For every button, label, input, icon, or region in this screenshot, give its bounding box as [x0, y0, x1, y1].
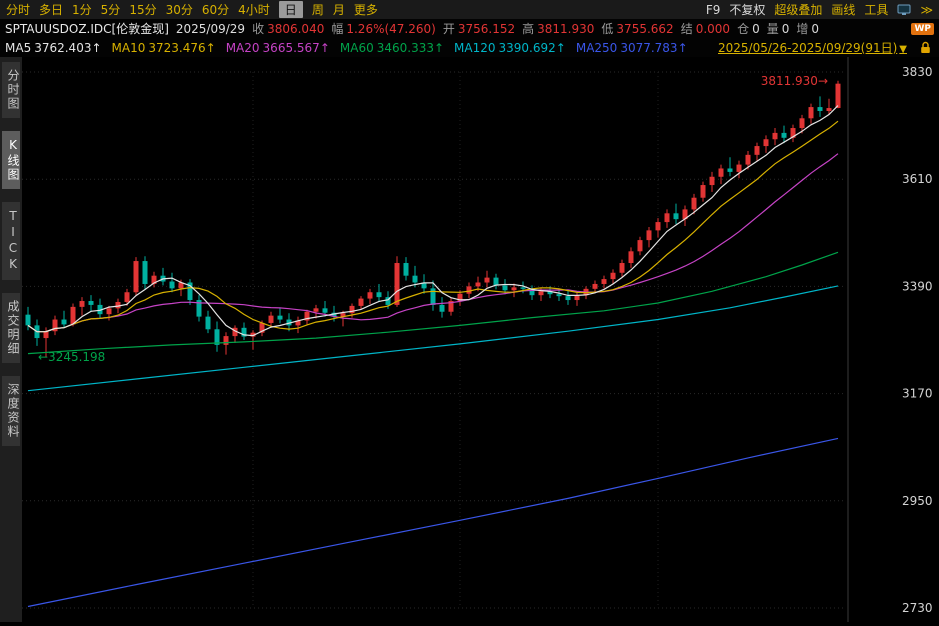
- chevron-down-icon: ▼: [899, 44, 907, 55]
- tab-monthly[interactable]: 月: [332, 3, 345, 17]
- ma5-legend: MA5 3762.403↑: [5, 40, 102, 55]
- field-high: 高 3811.930: [522, 22, 595, 36]
- ma120-legend: MA120 3390.692↑: [454, 40, 566, 55]
- y-axis-label: 2950: [902, 494, 933, 508]
- tab-4hour[interactable]: 4小时: [238, 3, 270, 17]
- field-settle: 结 0.000: [680, 22, 731, 36]
- ma-legend-bar: MA5 3762.403↑ MA10 3723.476↑ MA20 3665.567↑…: [0, 38, 939, 57]
- y-axis-label: 3830: [902, 65, 933, 79]
- y-axis-label: 3170: [902, 387, 933, 401]
- ma60-legend: MA60 3460.333↑: [339, 40, 445, 55]
- tab-60min[interactable]: 60分: [201, 3, 230, 17]
- ma10-legend: MA10 3723.476↑: [111, 40, 216, 55]
- tab-more[interactable]: 更多: [353, 3, 378, 17]
- quote-bar: SPTAUUSDOZ.IDC[伦敦金现] 2025/09/29 收 3806.04…: [0, 19, 939, 38]
- chart-area: 3811.930→ ←3245.198 3830 3610 3390 3170 2950 27…: [22, 57, 939, 622]
- draw-line-button[interactable]: 画线: [831, 3, 856, 17]
- y-axis-label: 3390: [902, 279, 933, 293]
- quote-date: 2025/09/29: [175, 21, 246, 36]
- no-adjust-button[interactable]: 不复权: [729, 3, 766, 17]
- field-change: 幅 1.26%(47.260): [331, 22, 436, 36]
- low-price-annotation: ←3245.198: [38, 350, 105, 364]
- field-close: 收 3806.040: [252, 22, 325, 36]
- high-price-annotation: 3811.930→: [761, 74, 828, 88]
- field-open: 开 3756.152: [442, 22, 516, 36]
- tools-button[interactable]: 工具: [864, 3, 889, 17]
- expand-toolbar-icon[interactable]: ≫: [920, 2, 933, 17]
- tab-15min[interactable]: 15分: [129, 3, 157, 17]
- date-range-dropdown[interactable]: 2025/05/26-2025/09/29(91日) ▼: [718, 41, 907, 55]
- wp-badge-icon[interactable]: WP: [911, 22, 934, 35]
- tab-weekly[interactable]: 周: [311, 3, 324, 17]
- super-overlay-button[interactable]: 超级叠加: [774, 3, 823, 17]
- tab-1min[interactable]: 1分: [72, 3, 92, 17]
- sidebar-item-kxiantu[interactable]: K线图: [2, 131, 20, 189]
- f9-button[interactable]: F9: [705, 2, 721, 17]
- sidebar-item-shendu[interactable]: 深度资料: [2, 376, 20, 446]
- chart-mode-sidebar: 分时图 K线图 TICK 成交明细 深度资料: [0, 57, 22, 622]
- sidebar-item-fenshitu[interactable]: 分时图: [2, 62, 20, 118]
- lock-icon[interactable]: [920, 41, 931, 54]
- ma250-legend: MA250 3077.783↑: [575, 40, 688, 55]
- sidebar-item-chengjiao[interactable]: 成交明细: [2, 293, 20, 363]
- sidebar-item-tick[interactable]: TICK: [2, 202, 20, 280]
- timeframe-toolbar: 分时 多日 1分 5分 15分 30分 60分 4小时 日 周 月 更多 F9 …: [0, 0, 939, 19]
- field-low: 低 3755.662: [601, 22, 674, 36]
- y-axis-label: 2730: [902, 601, 933, 615]
- tab-30min[interactable]: 30分: [165, 3, 193, 17]
- monitor-icon[interactable]: [897, 4, 911, 16]
- tab-duori[interactable]: 多日: [39, 3, 64, 17]
- tab-daily[interactable]: 日: [278, 1, 303, 18]
- y-axis-label: 3610: [902, 172, 933, 186]
- candlestick-chart[interactable]: 3811.930→ ←3245.198 3830 3610 3390 3170 2950 27…: [22, 57, 939, 622]
- ma20-legend: MA20 3665.567↑: [225, 40, 330, 55]
- symbol-name: SPTAUUSDOZ.IDC[伦敦金现]: [5, 22, 169, 36]
- tab-fenshi[interactable]: 分时: [6, 3, 31, 17]
- tab-5min[interactable]: 5分: [100, 3, 121, 17]
